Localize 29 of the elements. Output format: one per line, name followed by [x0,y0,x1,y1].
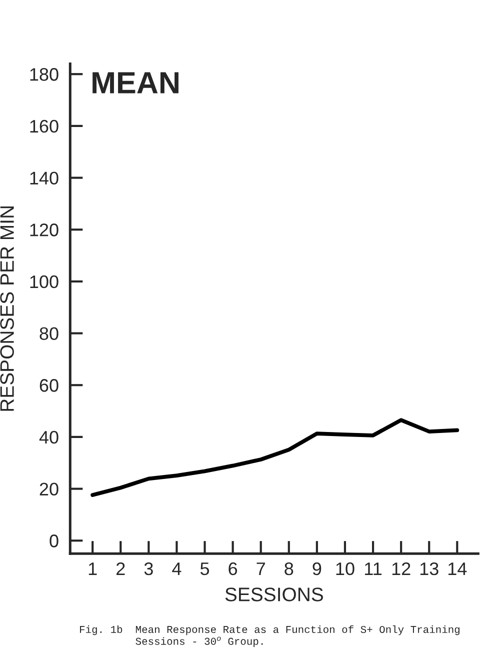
x-tick-label: 2 [116,562,125,575]
y-tick-label: 80 [40,327,58,340]
x-tick-label: 12 [392,562,410,575]
y-tick-label: 180 [30,68,58,81]
y-tick-label: 20 [40,482,58,496]
y-tick-label: 120 [30,224,58,236]
y-axis-title: RESPONSES PER MIN [0,206,14,411]
x-axis-title: SESSIONS [225,588,323,602]
y-tick-label: 60 [40,379,58,392]
x-tick-label: 10 [336,562,354,576]
x-tick-label: 14 [448,562,467,575]
y-tick-label: 100 [30,275,58,288]
chart-title: MEAN [92,72,178,94]
y-tick-label: 40 [39,430,58,444]
x-tick-label: 6 [228,562,238,576]
x-tick-label: 11 [365,562,382,575]
line-series [90,418,460,497]
caption: Fig. 1b Mean Response Rate as a Function of S+ Only Training Sessions - 30$^{o}$ Group. [80,625,460,647]
x-tick-label: 1 [88,562,97,575]
x-tick-label: 9 [312,562,322,576]
y-tick-label: 140 [30,172,58,184]
x-tick-label: 4 [172,562,182,575]
x-tick-label: 5 [200,562,210,576]
y-tick-label: 160 [30,120,58,133]
x-tick-label: 13 [420,562,438,576]
x-tick-label: 8 [284,562,294,576]
y-tick-label: 0 [50,534,58,548]
x-tick-label: 3 [144,562,153,576]
x-tick-label: 7 [256,562,265,575]
